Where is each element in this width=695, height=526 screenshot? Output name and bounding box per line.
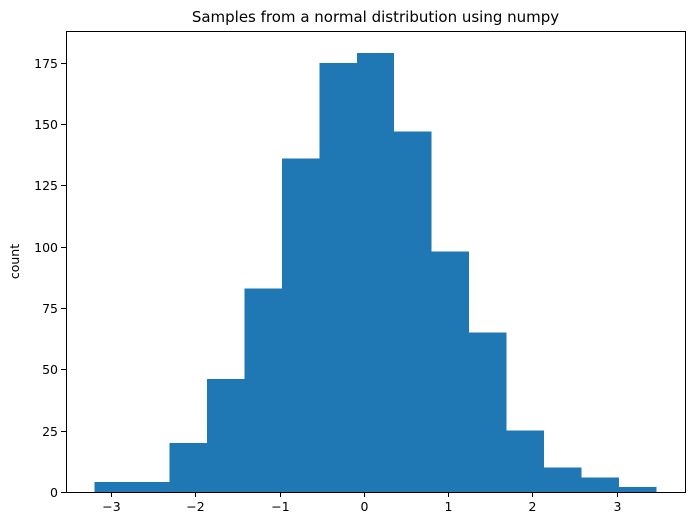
x-tick-label: 0 <box>361 499 369 514</box>
y-tick-label: 175 <box>34 56 58 71</box>
x-tick-label: 2 <box>529 499 537 514</box>
x-tick-label: −3 <box>102 499 120 514</box>
histogram-bar <box>506 430 545 492</box>
histogram-bar <box>356 53 395 492</box>
histogram-bar <box>319 62 357 493</box>
histogram-bar <box>469 332 507 492</box>
x-tick-label: −2 <box>186 499 204 514</box>
y-tick-label: 25 <box>42 424 58 439</box>
chart-title: Samples from a normal distribution using… <box>192 8 559 26</box>
x-tick-label: 1 <box>445 499 453 514</box>
y-tick-label: 75 <box>42 301 58 316</box>
x-tick-label: −1 <box>271 499 289 514</box>
plot-frame <box>66 31 686 493</box>
histogram-bar <box>431 251 470 492</box>
histogram-bar <box>581 477 620 492</box>
histogram-bar <box>206 379 245 492</box>
histogram-bar <box>94 482 132 492</box>
y-tick-label: 50 <box>42 362 58 377</box>
histogram-bar <box>619 487 657 492</box>
y-tick-label: 150 <box>34 117 58 132</box>
y-axis-label: count <box>7 244 22 279</box>
histogram-bar <box>131 482 170 492</box>
histogram-bar <box>544 467 582 492</box>
histogram-bar <box>169 442 207 492</box>
x-axis: −3 −2 −1 0 1 2 3 <box>102 492 621 514</box>
bars-group <box>94 53 657 493</box>
y-tick-label: 125 <box>34 178 58 193</box>
histogram-bar <box>281 158 320 493</box>
y-axis: 0 25 50 75 100 125 150 175 <box>34 56 66 500</box>
histogram-bar <box>394 131 432 492</box>
x-tick-label: 3 <box>614 499 622 514</box>
y-tick-label: 0 <box>50 485 58 500</box>
histogram-bar <box>244 288 282 492</box>
y-tick-label: 100 <box>34 240 58 255</box>
